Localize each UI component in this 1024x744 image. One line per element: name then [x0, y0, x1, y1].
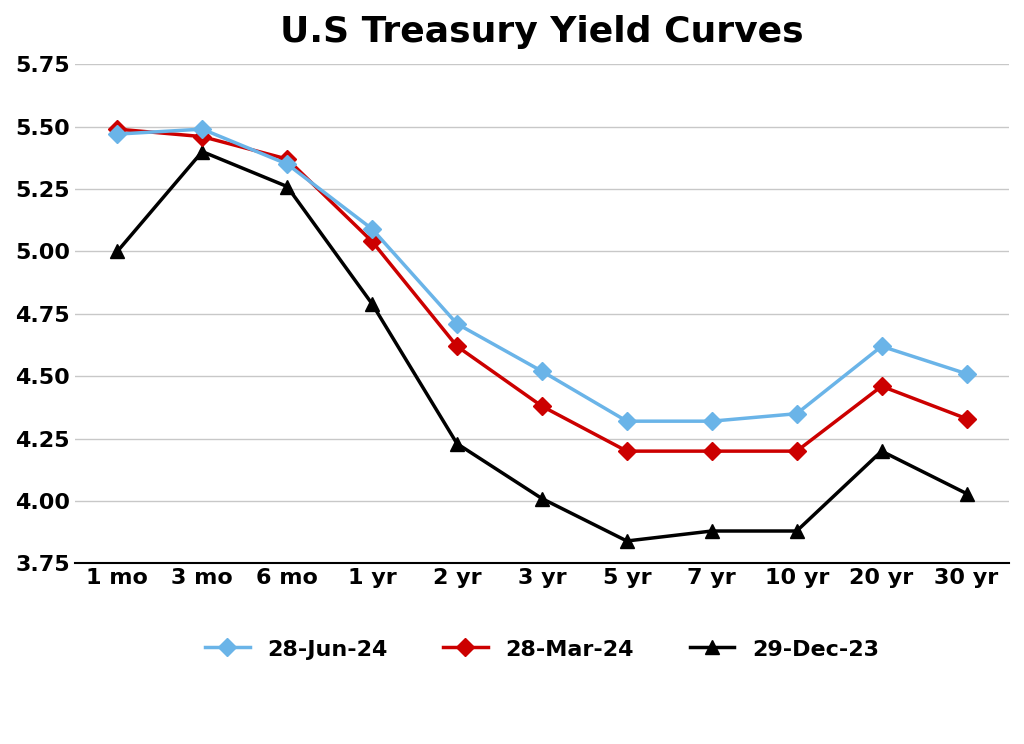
28-Jun-24: [536, 367, 548, 376]
28-Jun-24: [281, 160, 293, 169]
28-Mar-24: [281, 155, 293, 164]
28-Mar-24: [536, 402, 548, 411]
29-Dec-23: [451, 439, 463, 448]
Line: 28-Mar-24: 28-Mar-24: [111, 123, 973, 458]
28-Jun-24: [112, 129, 124, 138]
28-Jun-24: [366, 225, 378, 234]
28-Jun-24: [961, 369, 973, 378]
29-Dec-23: [197, 147, 209, 156]
29-Dec-23: [706, 527, 718, 536]
29-Dec-23: [961, 489, 973, 498]
28-Jun-24: [451, 319, 463, 328]
Legend: 28-Jun-24, 28-Mar-24, 29-Dec-23: 28-Jun-24, 28-Mar-24, 29-Dec-23: [197, 629, 888, 669]
29-Dec-23: [791, 527, 803, 536]
28-Mar-24: [621, 446, 633, 455]
Line: 28-Jun-24: 28-Jun-24: [111, 123, 973, 427]
29-Dec-23: [281, 182, 293, 191]
28-Jun-24: [197, 125, 209, 134]
Line: 29-Dec-23: 29-Dec-23: [111, 144, 974, 548]
28-Mar-24: [197, 132, 209, 141]
28-Jun-24: [876, 341, 888, 350]
Title: U.S Treasury Yield Curves: U.S Treasury Yield Curves: [281, 15, 804, 49]
28-Mar-24: [366, 237, 378, 246]
28-Mar-24: [961, 414, 973, 423]
29-Dec-23: [536, 494, 548, 503]
28-Jun-24: [706, 417, 718, 426]
29-Dec-23: [876, 446, 888, 455]
28-Mar-24: [112, 125, 124, 134]
28-Mar-24: [876, 382, 888, 391]
29-Dec-23: [366, 299, 378, 308]
29-Dec-23: [112, 247, 124, 256]
28-Jun-24: [791, 409, 803, 418]
28-Jun-24: [621, 417, 633, 426]
28-Mar-24: [791, 446, 803, 455]
28-Mar-24: [451, 341, 463, 350]
28-Mar-24: [706, 446, 718, 455]
29-Dec-23: [621, 536, 633, 545]
